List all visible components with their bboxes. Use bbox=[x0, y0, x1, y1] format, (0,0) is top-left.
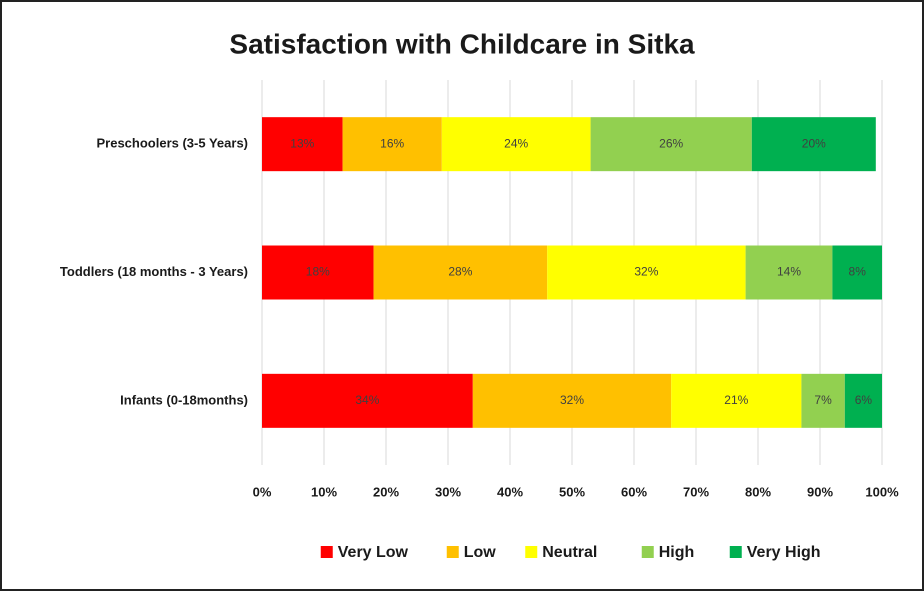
x-tick-label: 20% bbox=[373, 484, 399, 499]
x-tick-label: 40% bbox=[497, 484, 523, 499]
value-label: 13% bbox=[290, 136, 314, 150]
bar-segment bbox=[832, 245, 882, 300]
bar-segment bbox=[590, 117, 752, 172]
legend-label: Very High bbox=[747, 544, 821, 561]
x-tick-label: 100% bbox=[865, 484, 899, 499]
chart-title: Satisfaction with Childcare in Sitka bbox=[229, 28, 695, 59]
bar-segment bbox=[262, 117, 343, 172]
y-tick-label: Preschoolers (3-5 Years) bbox=[96, 136, 248, 151]
bar-segment bbox=[373, 245, 548, 300]
bar-segment bbox=[801, 373, 845, 428]
x-tick-label: 50% bbox=[559, 484, 585, 499]
x-tick-label: 80% bbox=[745, 484, 771, 499]
bar-segment bbox=[342, 117, 442, 172]
value-label: 18% bbox=[306, 265, 330, 279]
value-label: 28% bbox=[448, 265, 472, 279]
value-label: 21% bbox=[724, 393, 748, 407]
bar-segment bbox=[751, 117, 876, 172]
value-label: 8% bbox=[849, 265, 867, 279]
bar-segment bbox=[745, 245, 833, 300]
value-label: 14% bbox=[777, 265, 801, 279]
value-label: 16% bbox=[380, 136, 404, 150]
x-tick-label: 30% bbox=[435, 484, 461, 499]
bar-segment bbox=[671, 373, 802, 428]
x-tick-label: 0% bbox=[253, 484, 272, 499]
bar-segment bbox=[844, 373, 882, 428]
bar-segment bbox=[262, 373, 473, 428]
legend-label: Low bbox=[464, 544, 497, 561]
y-tick-label: Toddlers (18 months - 3 Years) bbox=[60, 264, 248, 279]
value-label: 20% bbox=[802, 136, 826, 150]
value-label: 34% bbox=[355, 393, 379, 407]
legend-swatch bbox=[641, 546, 654, 558]
bar-segment bbox=[547, 245, 746, 300]
legend-swatch bbox=[729, 546, 742, 558]
legend-label: Very Low bbox=[338, 544, 409, 561]
legend-swatch bbox=[446, 546, 459, 558]
legend-label: Neutral bbox=[542, 544, 597, 561]
value-label: 6% bbox=[855, 393, 873, 407]
value-label: 7% bbox=[814, 393, 832, 407]
bar-segment bbox=[262, 245, 374, 300]
value-label: 26% bbox=[659, 136, 683, 150]
legend-swatch bbox=[525, 546, 538, 558]
legend-label: High bbox=[659, 544, 695, 561]
x-tick-label: 90% bbox=[807, 484, 833, 499]
value-label: 32% bbox=[634, 265, 658, 279]
legend-swatch bbox=[320, 546, 333, 558]
y-tick-label: Infants (0-18months) bbox=[120, 392, 248, 407]
x-tick-label: 70% bbox=[683, 484, 709, 499]
bar-segment bbox=[441, 117, 591, 172]
x-tick-label: 10% bbox=[311, 484, 337, 499]
value-label: 24% bbox=[504, 136, 528, 150]
bar-segment bbox=[472, 373, 672, 428]
value-label: 32% bbox=[560, 393, 584, 407]
x-tick-label: 60% bbox=[621, 484, 647, 499]
